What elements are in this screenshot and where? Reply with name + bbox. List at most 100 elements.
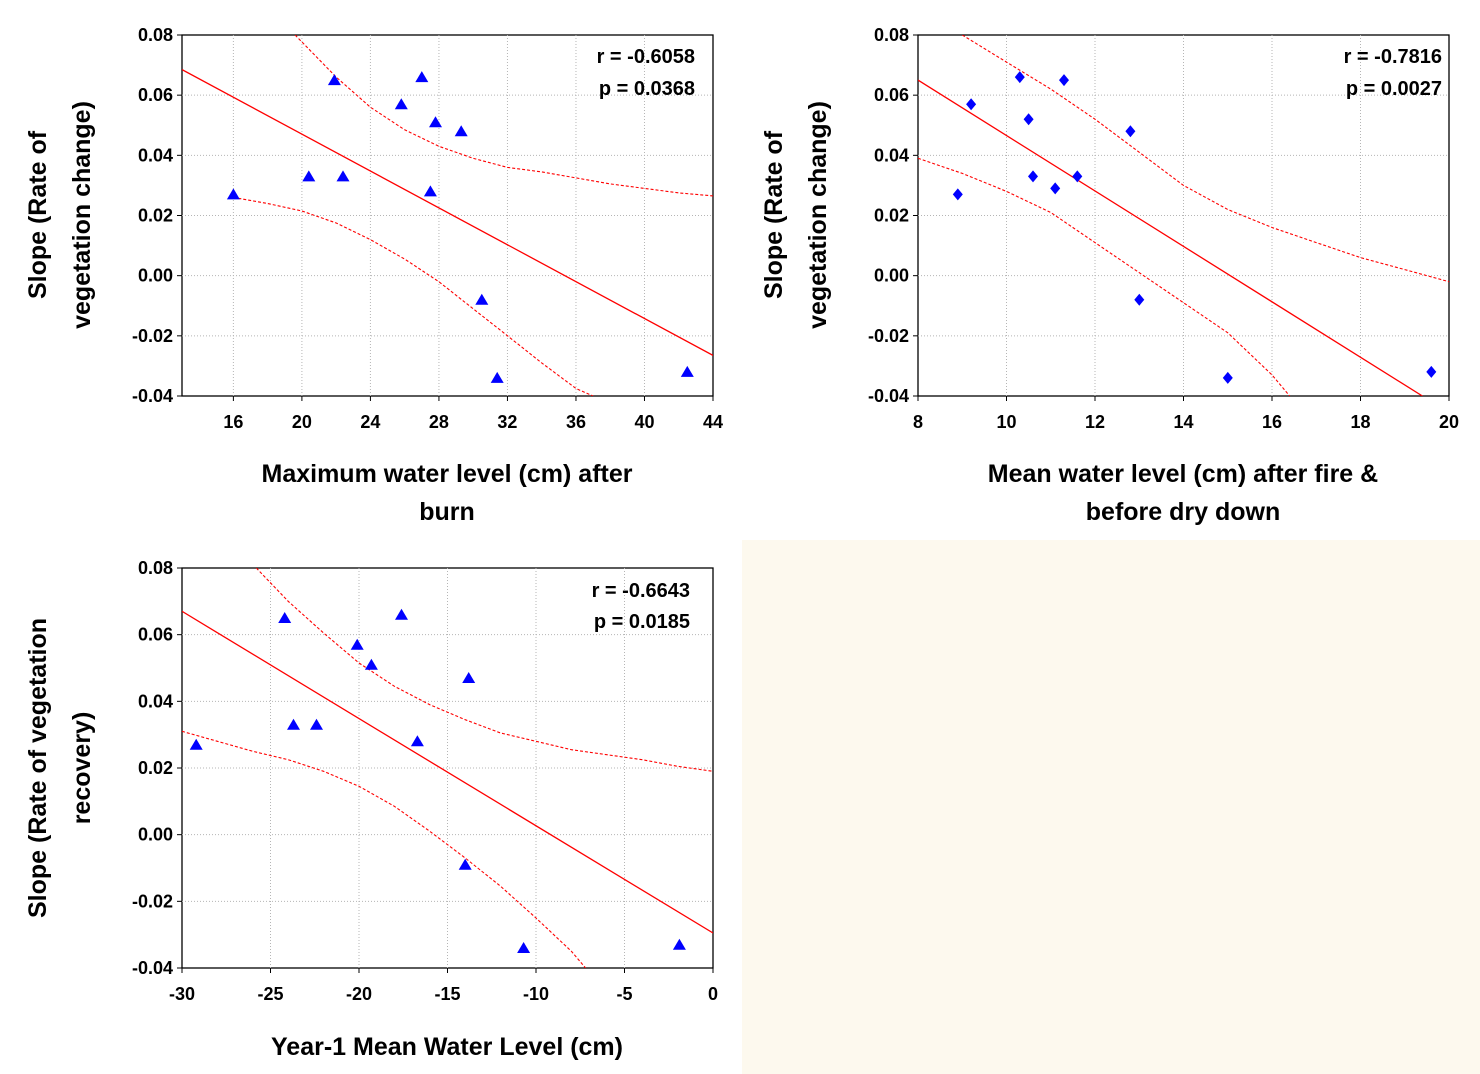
x-tick-label: 32 xyxy=(497,412,517,432)
data-point xyxy=(680,365,694,377)
data-point xyxy=(1134,293,1145,306)
confidence-upper-line xyxy=(962,35,1449,283)
data-point xyxy=(336,170,350,182)
x-tick-label: 24 xyxy=(360,412,380,432)
data-point xyxy=(423,185,437,197)
data-point xyxy=(226,188,240,200)
stat-r-value: r = -0.6058 xyxy=(597,46,695,68)
data-point xyxy=(415,71,429,83)
data-point xyxy=(490,371,504,383)
y-tick-label: 0.00 xyxy=(138,825,173,845)
regression-fit-line xyxy=(182,69,713,356)
data-point xyxy=(1050,182,1061,195)
x-tick-label: 20 xyxy=(292,412,312,432)
data-point xyxy=(454,125,468,137)
y-tick-label: 0.08 xyxy=(138,25,173,45)
x-tick-label: 28 xyxy=(429,412,449,432)
chart-panel-mean-water-level: 8 10 12 14 16 18 20 0.08 0.06 0.04 0.02 0.00 -0.02 -0… xyxy=(742,0,1480,540)
data-point xyxy=(1222,371,1233,384)
data-point xyxy=(1125,125,1136,138)
data-point xyxy=(1426,365,1437,378)
regression-lines xyxy=(918,35,1449,396)
confidence-lower-line xyxy=(918,157,1291,396)
x-tick-label: -25 xyxy=(257,984,283,1004)
x-tick-label: 16 xyxy=(223,412,243,432)
x-axis-title: Year-1 Mean Water Level (cm) xyxy=(271,1033,623,1061)
data-point xyxy=(394,98,408,110)
stat-p-value: p = 0.0185 xyxy=(594,611,690,633)
data-point xyxy=(350,638,364,650)
plot-area xyxy=(181,34,714,397)
x-tick-label: 8 xyxy=(913,412,923,432)
data-point xyxy=(952,188,963,201)
x-axis-title: Maximum water level (cm) after xyxy=(262,460,633,488)
y-tick-label: 0.04 xyxy=(874,145,909,165)
confidence-lower-line xyxy=(233,196,594,396)
data-point xyxy=(410,735,424,747)
data-point xyxy=(395,608,408,620)
data-point xyxy=(462,672,476,683)
y-tick-label: 0.02 xyxy=(138,758,173,778)
stat-p-value: p = 0.0368 xyxy=(599,78,695,100)
stat-p-value: p = 0.0027 xyxy=(1346,78,1442,100)
y-axis-title: vegetation change) xyxy=(804,101,832,329)
data-point xyxy=(302,170,316,182)
data-point xyxy=(429,116,442,128)
y-tick-label: 0.02 xyxy=(874,206,909,226)
data-point xyxy=(310,718,323,730)
y-axis-title: Slope (Rate of xyxy=(24,130,52,299)
stat-r-value: r = -0.7816 xyxy=(1344,46,1442,68)
confidence-upper-line xyxy=(255,568,713,772)
y-tick-label: 0.08 xyxy=(138,558,173,578)
confidence-upper-line xyxy=(294,35,713,197)
x-tick-label: 12 xyxy=(1085,412,1105,432)
x-tick-label: 16 xyxy=(1262,412,1282,432)
data-point xyxy=(287,718,300,730)
y-tick-label: 0.02 xyxy=(138,206,173,226)
x-tick-label: 20 xyxy=(1439,412,1459,432)
data-point xyxy=(1014,71,1025,84)
x-tick-label: 40 xyxy=(634,412,654,432)
y-tick-label: -0.04 xyxy=(132,386,173,406)
y-tick-label: 0.00 xyxy=(874,266,909,286)
x-axis-title: burn xyxy=(419,498,475,526)
data-point xyxy=(475,293,489,305)
data-point xyxy=(327,74,341,86)
data-point xyxy=(1028,170,1038,183)
data-point xyxy=(364,658,378,670)
y-tick-label: 0.00 xyxy=(138,266,173,286)
regression-fit-line xyxy=(182,610,713,934)
y-tick-label: -0.02 xyxy=(132,891,173,911)
x-tick-label: 44 xyxy=(703,412,723,432)
data-point xyxy=(189,738,203,750)
y-axis-title: Slope (Rate of vegetation xyxy=(24,618,52,918)
data-point xyxy=(1072,170,1083,183)
x-tick-label: 14 xyxy=(1173,412,1193,432)
x-tick-label: -20 xyxy=(346,984,372,1004)
y-tick-label: 0.04 xyxy=(138,145,173,165)
data-point xyxy=(966,98,977,111)
data-point xyxy=(1059,74,1069,87)
regression-lines xyxy=(182,35,713,396)
x-tick-label: -5 xyxy=(616,984,632,1004)
y-tick-label: -0.04 xyxy=(868,386,909,406)
x-axis-title: before dry down xyxy=(1086,498,1280,526)
stat-r-value: r = -0.6643 xyxy=(592,580,690,602)
x-tick-label: -10 xyxy=(523,984,549,1004)
x-axis-title: Mean water level (cm) after fire & xyxy=(988,460,1378,488)
y-axis-title: recovery) xyxy=(68,712,96,825)
confidence-lower-line xyxy=(182,730,587,968)
regression-fit-line xyxy=(918,79,1423,396)
y-tick-label: 0.06 xyxy=(138,85,173,105)
y-axis-title: vegetation change) xyxy=(68,101,96,329)
chart-panel-max-water-level: 16 20 24 28 32 36 40 44 0.08 0.06 0.04 0.02 0.00 -0.0… xyxy=(0,0,742,540)
data-point xyxy=(278,612,292,623)
y-tick-label: 0.04 xyxy=(138,691,173,711)
x-tick-label: -30 xyxy=(169,984,195,1004)
chart-panel-year1-mean-water-level: -30 -25 -20 -15 -10 -5 0 0.08 0.06 0.04 0.02 0.00 -0… xyxy=(0,540,742,1074)
x-tick-label: 10 xyxy=(996,412,1016,432)
y-tick-label: 0.06 xyxy=(138,625,173,645)
regression-lines xyxy=(182,568,713,968)
y-tick-label: 0.06 xyxy=(874,85,909,105)
